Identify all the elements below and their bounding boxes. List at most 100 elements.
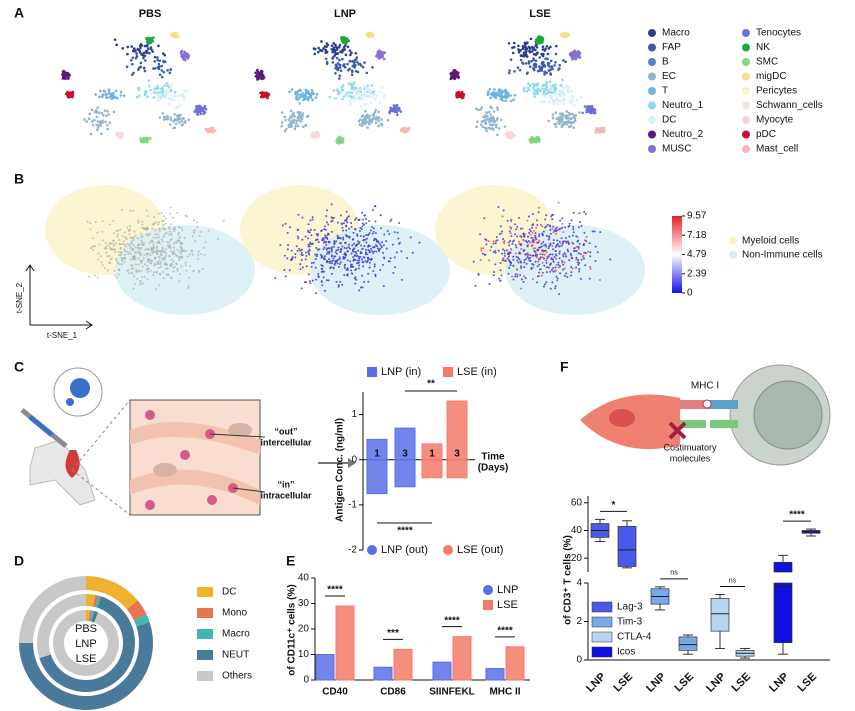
cell-dot: [328, 241, 331, 244]
cell-dot: [489, 105, 492, 109]
cell-dot: [90, 120, 94, 123]
cell-dot: [339, 250, 342, 253]
cell-dot: [477, 273, 480, 276]
cell-dot: [125, 250, 128, 253]
cell-dot: [150, 247, 153, 250]
cell-dot: [158, 242, 161, 245]
cell-dot: [511, 240, 514, 243]
bar: [394, 459, 416, 488]
cell-dot: [547, 63, 550, 67]
cell-dot: [475, 125, 478, 129]
cell-dot: [154, 93, 158, 96]
cell-dot: [178, 226, 181, 229]
cell-dot: [347, 268, 350, 271]
cell-dot: [301, 114, 304, 118]
cell-dot: [181, 123, 184, 126]
cell-dot: [564, 116, 568, 120]
cell-dot: [165, 232, 168, 235]
cell-dot: [116, 276, 119, 279]
cell-dot: [67, 76, 70, 79]
cell-dot: [565, 241, 568, 244]
cell-dot: [283, 254, 286, 257]
cell-dot: [535, 226, 538, 229]
cell-dot: [519, 58, 523, 62]
cell-dot: [203, 104, 207, 108]
cell-dot: [143, 91, 147, 95]
legend-swatch: [483, 585, 493, 595]
cell-dot: [183, 236, 186, 239]
cell-dot: [179, 273, 182, 276]
cell-dot: [538, 268, 541, 271]
cell-dot: [160, 75, 164, 79]
cell-dot: [572, 103, 576, 107]
cell-dot: [547, 266, 550, 269]
cell-dot: [314, 266, 317, 269]
cell-dot: [295, 119, 299, 123]
cell-dot: [551, 116, 555, 120]
cell-dot: [554, 246, 557, 249]
cell-dot: [559, 219, 562, 222]
cell-dot: [379, 214, 382, 217]
cell-dot: [560, 244, 563, 247]
cell-dot: [357, 255, 360, 258]
tsne-expression-map: [435, 185, 645, 315]
cell-dot: [162, 277, 165, 280]
cell-dot: [558, 257, 561, 260]
cell-dot: [177, 256, 180, 259]
cell-dot: [161, 257, 164, 260]
cell-dot: [545, 234, 548, 237]
cell-dot: [172, 246, 175, 249]
cell-dot: [153, 264, 156, 267]
cell-dot: [367, 244, 370, 247]
cell-dot: [130, 45, 134, 48]
cell-dot: [570, 112, 574, 116]
cell-dot: [120, 250, 123, 253]
cell-dot: [309, 93, 313, 96]
cell-dot: [254, 71, 257, 75]
y-tick-label: 40: [571, 525, 583, 536]
cell-dot: [317, 50, 320, 54]
cell-dot: [490, 93, 494, 96]
nanoparticle-small: [66, 398, 74, 406]
cell-dot: [284, 118, 287, 122]
cell-dot: [140, 235, 143, 238]
cell-dot: [331, 61, 335, 64]
cell-dot: [166, 244, 169, 247]
cell-dot: [562, 86, 566, 89]
cell-dot: [554, 125, 558, 129]
cell-dot: [96, 120, 100, 123]
cell-dot: [370, 120, 373, 124]
legend-label: Neutro_1: [662, 100, 704, 111]
legend-swatch: [443, 367, 453, 377]
cell-dot: [121, 263, 124, 266]
cell-dot: [339, 50, 342, 54]
cell-dot: [266, 96, 269, 100]
cell-dot: [531, 263, 534, 266]
tsne-map: [61, 31, 217, 144]
cell-dot: [391, 243, 394, 246]
cell-dot: [168, 233, 171, 236]
cell-dot: [205, 130, 209, 133]
cell-dot: [147, 47, 150, 51]
panel-label: D: [14, 553, 24, 569]
cell-dot: [554, 227, 557, 230]
cell-dot: [128, 225, 131, 228]
cell-dot: [344, 241, 347, 244]
cell-dot: [174, 253, 177, 256]
cell-dot: [173, 226, 176, 229]
annotation: “in”: [278, 479, 295, 489]
cell-dot: [124, 250, 127, 253]
cell-dot: [330, 248, 333, 251]
cell-dot: [170, 258, 173, 261]
cell-dot: [533, 89, 536, 92]
cell-dot: [158, 256, 161, 259]
cell-dot: [553, 64, 556, 67]
cell-dot: [143, 93, 147, 96]
cell-dot: [202, 112, 206, 116]
cell-dot: [361, 247, 364, 250]
cell-dot: [325, 60, 329, 64]
cell-dot: [382, 285, 385, 288]
cell-dot: [333, 50, 337, 54]
cell-dot: [152, 241, 155, 244]
cell-dot: [550, 215, 553, 218]
